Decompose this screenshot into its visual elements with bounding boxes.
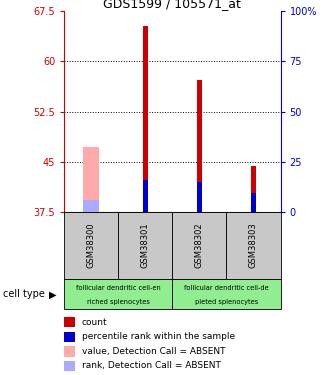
Bar [64,317,76,327]
Text: ▶: ▶ [49,290,56,299]
Text: GSM38301: GSM38301 [141,223,150,268]
Text: percentile rank within the sample: percentile rank within the sample [82,332,235,341]
Bar [197,80,202,212]
Text: value, Detection Call = ABSENT: value, Detection Call = ABSENT [82,347,225,356]
Bar [83,147,99,212]
Text: GSM38303: GSM38303 [249,223,258,268]
Text: GSM38302: GSM38302 [195,223,204,268]
Text: pleted splenocytes: pleted splenocytes [195,299,258,305]
Bar [251,166,256,212]
Text: count: count [82,318,107,327]
Text: follicular dendritic cell-de: follicular dendritic cell-de [184,285,269,291]
Bar [118,212,173,279]
Bar [64,279,173,309]
Bar [143,180,148,212]
Bar [226,212,280,279]
Bar [173,279,280,309]
Text: rank, Detection Call = ABSENT: rank, Detection Call = ABSENT [82,362,220,370]
Text: riched splenocytes: riched splenocytes [87,299,150,305]
Bar [83,200,99,212]
Bar [173,212,226,279]
Text: GSM38300: GSM38300 [87,223,96,268]
Bar [64,361,76,371]
Text: follicular dendritic cell-en: follicular dendritic cell-en [76,285,161,291]
Text: cell type: cell type [3,290,45,299]
Bar [64,212,118,279]
Bar [64,332,76,342]
Bar [143,26,148,212]
Bar [64,346,76,357]
Title: GDS1599 / 105571_at: GDS1599 / 105571_at [104,0,241,10]
Bar [197,182,202,212]
Bar [251,193,256,212]
